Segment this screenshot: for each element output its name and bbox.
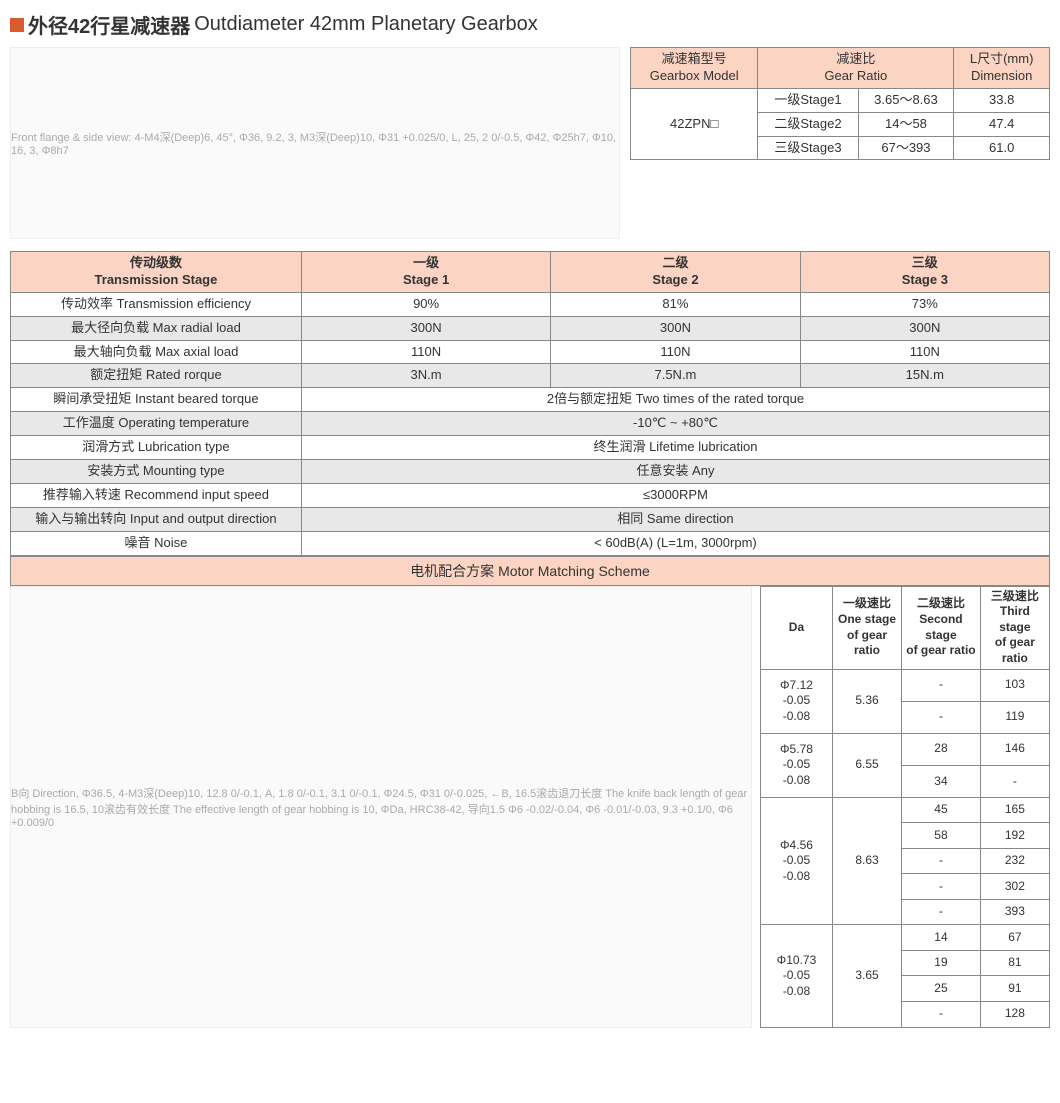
page-title: 外径42行星减速器 Outdiameter 42mm Planetary Gea…	[10, 10, 1050, 39]
title-marker	[10, 18, 24, 32]
gearbox-model-table: 减速箱型号 Gearbox Model 减速比 Gear Ratio L尺寸(m…	[630, 47, 1050, 160]
gear-ratio-table: Da一级速比 One stage of gear ratio二级速比 Secon…	[760, 586, 1050, 1028]
model-cell: 42ZPN□	[631, 88, 758, 160]
col-ratio: 减速比 Gear Ratio	[758, 48, 954, 89]
col-dimension: L尺寸(mm) Dimension	[954, 48, 1050, 89]
col-model: 减速箱型号 Gearbox Model	[631, 48, 758, 89]
motor-matching-header: 电机配合方案 Motor Matching Scheme	[10, 556, 1050, 586]
technical-drawing-top: Front flange & side view: 4-M4深(Deep)6, …	[10, 47, 620, 239]
technical-drawing-bottom: B向 Direction, Φ36.5, 4-M3深(Deep)10, 12.8…	[10, 586, 752, 1028]
transmission-stage-table: 传动级数Transmission Stage一级Stage 1二级Stage 2…	[10, 251, 1050, 556]
